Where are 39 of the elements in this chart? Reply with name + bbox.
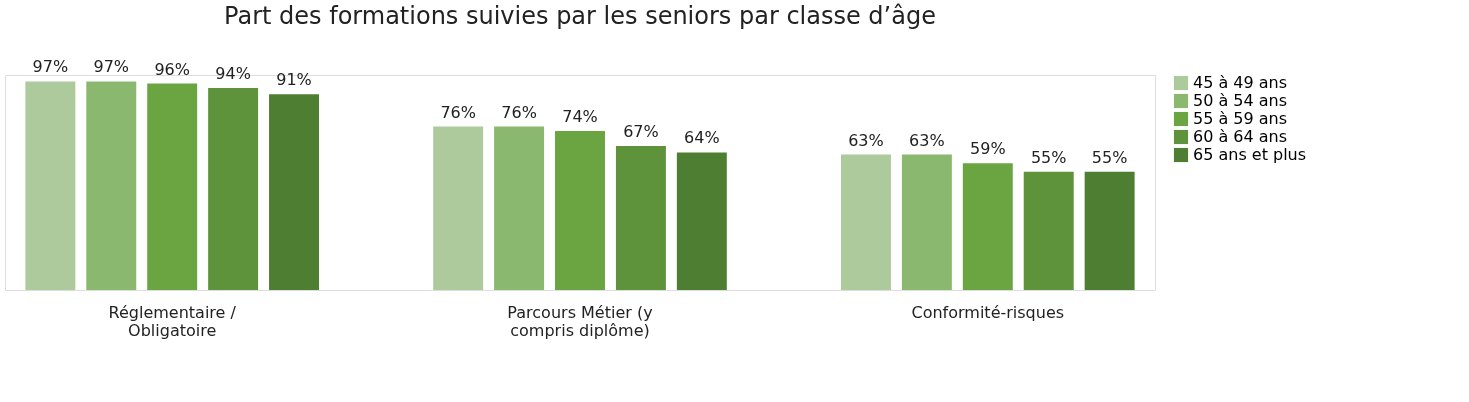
bar [555, 130, 605, 290]
bar [676, 152, 727, 290]
data-label: 63% [909, 130, 945, 150]
x-tick-label: Réglementaire / Obligatoire [108, 302, 237, 340]
x-tick-label: Conformité-risques [911, 302, 1065, 322]
data-label: 97% [93, 57, 130, 77]
bar [1084, 171, 1135, 290]
legend-label: 45 à 49 ans [1193, 73, 1288, 92]
data-label: 74% [562, 106, 598, 126]
bar [901, 154, 952, 290]
legend-label: 65 ans et plus [1193, 145, 1307, 164]
data-label: 67% [623, 121, 659, 141]
data-label: 76% [501, 102, 537, 122]
data-label: 97% [32, 57, 69, 77]
data-label: 59% [970, 139, 1006, 159]
chart-title: Part des formations suivies par les seniors par classe d’âge [224, 2, 936, 31]
bar [494, 126, 545, 290]
data-label: 55% [1091, 147, 1128, 167]
data-label: 64% [684, 128, 720, 148]
legend-label: 50 à 54 ans [1193, 91, 1288, 110]
data-label: 94% [215, 63, 251, 83]
data-label: 76% [440, 102, 476, 122]
data-label: 63% [848, 130, 884, 150]
x-tick-label: Parcours Métier (y compris diplôme) [507, 302, 653, 340]
bar [615, 145, 666, 290]
data-label: 55% [1030, 147, 1067, 167]
bar [433, 126, 484, 290]
data-label: 91% [276, 70, 312, 90]
data-label: 96% [154, 59, 190, 79]
bar [25, 81, 76, 290]
bar [840, 154, 891, 290]
legend-label: 60 à 64 ans [1193, 127, 1288, 146]
bar [147, 83, 198, 290]
bar [86, 81, 137, 290]
legend-label: 55 à 59 ans [1193, 109, 1288, 128]
bar [208, 87, 259, 290]
bar [962, 163, 1013, 290]
bar [269, 94, 320, 290]
bar [1023, 171, 1074, 290]
